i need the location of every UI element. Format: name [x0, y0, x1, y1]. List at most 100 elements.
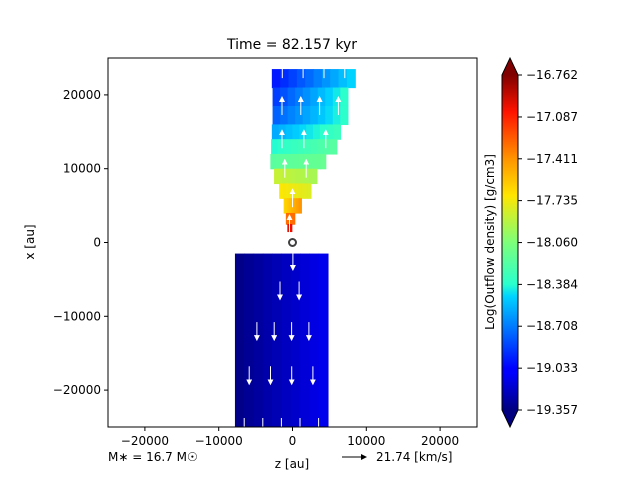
lower-lobe-cell [244, 253, 255, 427]
upper-lobe-cell [321, 69, 331, 89]
upper-lobe-cell [298, 183, 303, 199]
colorbar-ticks: −16.762 −17.087 −17.411 −17.735 −18.060 −18.3… [518, 68, 578, 417]
upper-lobe-cell [305, 69, 315, 89]
y-tick-label: 0 [93, 236, 101, 250]
upper-lobe-cell [286, 153, 294, 170]
colorbar-tick-label: −18.708 [526, 319, 578, 333]
colorbar-tick-label: −19.357 [526, 403, 578, 417]
upper-lobe-cell [288, 69, 298, 89]
lower-lobe-cell [281, 253, 292, 427]
upper-lobe-cell [338, 69, 348, 89]
x-tick-label: −10000 [195, 434, 243, 448]
upper-lobe-cell [295, 87, 304, 107]
upper-lobe-cell [314, 153, 321, 170]
upper-lobe-cell [332, 105, 341, 126]
lower-outflow-lobe [234, 253, 329, 427]
x-tick-label: −20000 [121, 434, 169, 448]
upper-lobe-cell [272, 87, 281, 107]
x-axis-ticks: −20000 −10000 0 10000 20000 [121, 427, 459, 448]
y-tick-label: −20000 [53, 383, 101, 397]
upper-lobe-cell [340, 87, 349, 107]
plot-area [234, 59, 356, 427]
upper-lobe-cell [284, 139, 292, 155]
upper-lobe-cell [297, 139, 305, 155]
upper-lobe-cell [292, 212, 295, 225]
upper-lobe-cell [310, 105, 319, 126]
y-tick-label: 20000 [63, 88, 101, 102]
upper-lobe-cell [325, 105, 334, 126]
upper-lobe-cell [294, 198, 297, 214]
upper-lobe-cell [283, 198, 287, 214]
upper-lobe-cell [285, 183, 290, 199]
y-tick-label: −10000 [53, 309, 101, 323]
colorbar: −16.762 −17.087 −17.411 −17.735 −18.060 −18.3… [483, 56, 578, 429]
x-tick-label: 0 [289, 434, 297, 448]
upper-lobe-cell [295, 183, 299, 199]
upper-lobe-cell [306, 124, 314, 140]
upper-lobe-cell [293, 212, 296, 225]
colorbar-tick-label: −16.762 [526, 68, 578, 82]
upper-lobe-cell [290, 198, 294, 214]
upper-lobe-cell [304, 183, 309, 199]
lower-lobe-cell [272, 253, 283, 427]
upper-lobe-cell [312, 168, 318, 185]
upper-lobe-cell [313, 69, 323, 89]
upper-lobe-cell [287, 198, 290, 214]
velocity-key-label: 21.74 [km/s] [376, 450, 452, 464]
upper-lobe-cell [299, 168, 305, 185]
upper-lobe-cell [298, 153, 305, 170]
upper-lobe-cell [296, 198, 299, 214]
upper-lobe-cell [280, 105, 289, 126]
colorbar-label: Log(Outflow density) [g/cm3] [483, 154, 497, 330]
upper-lobe-cell [317, 139, 325, 155]
lower-lobe-cell [262, 253, 273, 427]
upper-lobe-cell [291, 224, 293, 233]
upper-lobe-cell [295, 168, 301, 185]
upper-lobe-cell [280, 69, 290, 89]
upper-lobe-cell [287, 105, 296, 126]
upper-lobe-cell [292, 124, 300, 140]
y-axis-label: x [au] [23, 224, 37, 259]
upper-lobe-cell [287, 87, 296, 107]
upper-lobe-cell [310, 139, 318, 155]
upper-lobe-cell [271, 69, 281, 89]
colorbar-lower-extension [502, 410, 518, 427]
upper-lobe-cell [340, 105, 349, 126]
x-axis-label: z [au] [275, 457, 309, 471]
upper-lobe-cell [302, 105, 311, 126]
upper-lobe-cell [317, 87, 326, 107]
upper-outflow-lobe [270, 69, 356, 233]
upper-lobe-cell [301, 183, 306, 199]
velocity-arrows [243, 59, 348, 427]
upper-lobe-cell [296, 69, 306, 89]
upper-lobe-cell [323, 139, 331, 155]
upper-lobe-cell [295, 105, 304, 126]
lower-lobe-cell [309, 253, 320, 427]
y-axis-ticks: 20000 10000 0 −10000 −20000 [53, 88, 108, 397]
upper-lobe-cell [271, 139, 279, 155]
stellar-mass-label: M∗ = 16.7 M☉ [108, 450, 198, 464]
colorbar-tick-label: −19.033 [526, 361, 578, 375]
colorbar-tick-label: −17.087 [526, 110, 578, 124]
upper-lobe-cell [275, 153, 283, 170]
upper-lobe-cell [317, 105, 326, 126]
upper-lobe-cell [299, 124, 307, 140]
colorbar-gradient [502, 75, 518, 410]
x-tick-label: 10000 [347, 434, 385, 448]
x-tick-label: 20000 [421, 434, 459, 448]
upper-lobe-cell [280, 87, 289, 107]
upper-lobe-cell [282, 183, 287, 199]
y-tick-label: 10000 [63, 162, 101, 176]
colorbar-tick-label: −17.735 [526, 194, 578, 208]
upper-lobe-cell [320, 153, 327, 170]
upper-lobe-cell [313, 124, 321, 140]
upper-lobe-cell [325, 87, 334, 107]
upper-lobe-cell [332, 87, 341, 107]
upper-lobe-cell [270, 153, 277, 170]
upper-lobe-cell [346, 69, 356, 89]
upper-lobe-cell [299, 198, 302, 214]
upper-lobe-cell [310, 87, 319, 107]
upper-lobe-cell [279, 183, 283, 199]
upper-lobe-cell [274, 168, 279, 185]
